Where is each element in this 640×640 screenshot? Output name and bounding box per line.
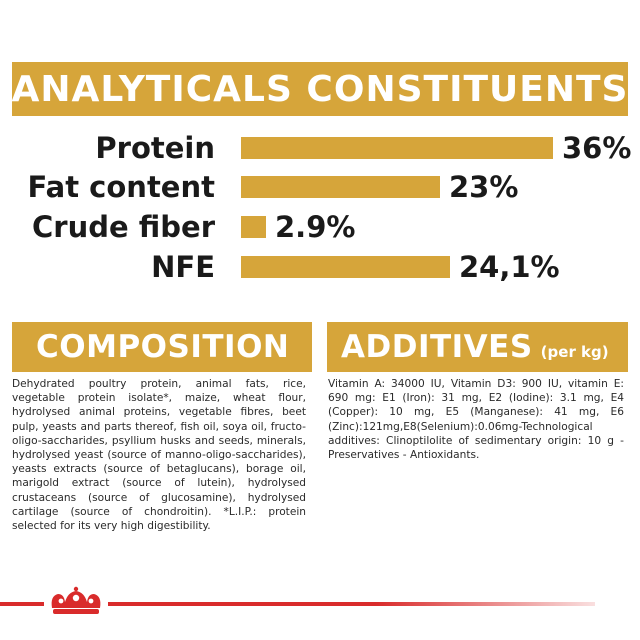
constituent-row-protein: Protein 36%: [0, 128, 640, 168]
footer-line: [0, 602, 44, 606]
composition-text: Dehydrated poultry protein, animal fats,…: [12, 378, 306, 533]
constituent-label: Fat content: [27, 170, 215, 204]
additives-title: ADDITIVES: [341, 329, 533, 365]
constituents-banner: ANALYTICALS CONSTITUENTS: [12, 62, 628, 116]
constituent-row-nfe: NFE 24,1%: [0, 247, 640, 287]
constituent-value: 24,1%: [459, 250, 560, 284]
constituent-label: Crude fiber: [32, 210, 215, 244]
constituent-row-fat: Fat content 23%: [0, 167, 640, 207]
additives-unit: (per kg): [540, 343, 609, 361]
composition-title: COMPOSITION: [36, 329, 290, 365]
constituent-bar: [241, 216, 266, 238]
constituent-value: 2.9%: [275, 210, 356, 244]
constituent-bar: [241, 176, 440, 198]
constituents-title: ANALYTICALS CONSTITUENTS: [11, 68, 629, 110]
constituent-bar: [241, 256, 450, 278]
footer-line: [108, 602, 595, 606]
composition-banner: COMPOSITION: [12, 322, 312, 372]
additives-text: Vitamin A: 34000 IU, Vitamin D3: 900 IU,…: [328, 378, 624, 462]
constituent-value: 36%: [562, 131, 632, 165]
constituent-label: Protein: [95, 131, 215, 165]
constituent-label: NFE: [151, 250, 215, 284]
constituent-row-fiber: Crude fiber 2.9%: [0, 207, 640, 247]
crown-icon: [51, 586, 101, 614]
constituent-value: 23%: [449, 170, 519, 204]
constituent-bar: [241, 137, 553, 159]
additives-banner: ADDITIVES (per kg): [327, 322, 628, 372]
